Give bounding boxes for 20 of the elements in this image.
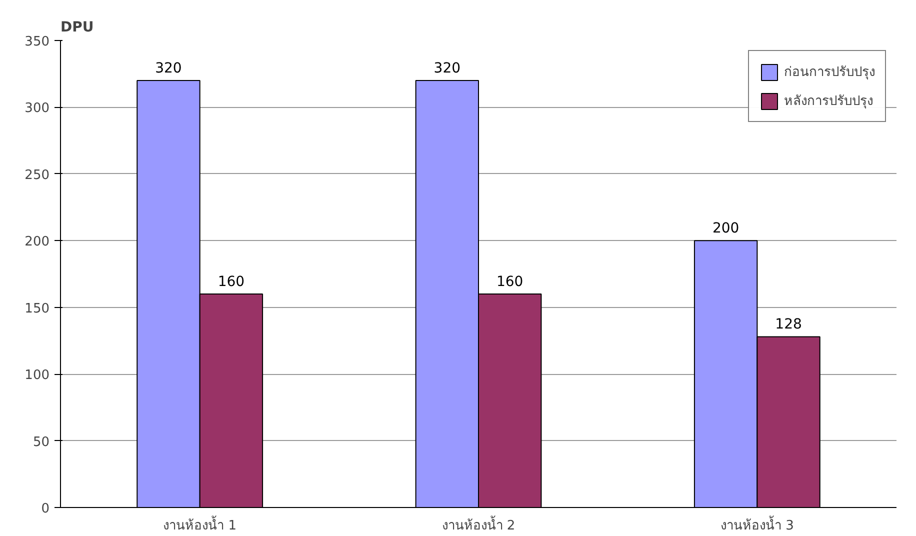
data-label: 320 [434, 60, 461, 77]
data-label: 160 [496, 274, 524, 290]
x-tick-label: งานห้องน้ำ 2 [442, 516, 516, 534]
data-label: 200 [712, 220, 740, 237]
y-tick-label: 350 [24, 34, 50, 50]
y-tick-label: 250 [24, 168, 50, 183]
x-tick-label: งานห้องน้ำ 1 [163, 516, 237, 534]
y-tick-label: 100 [24, 368, 50, 384]
y-tick-label: 50 [32, 434, 50, 450]
x-tick-label: งานห้องน้ำ 3 [720, 516, 794, 534]
data-label: 320 [155, 60, 182, 77]
legend-label: หลังการปรับปรุง [784, 93, 873, 111]
y-axis-title: DPU [60, 20, 94, 36]
y-tick-label: 300 [24, 101, 50, 116]
y-tick-label: 0 [41, 502, 50, 516]
data-label: 160 [218, 274, 245, 290]
y-tick-label: 150 [24, 301, 50, 316]
legend-label: ก่อนการปรับปรุง [784, 64, 875, 82]
y-tick-label: 200 [24, 234, 50, 250]
data-label: 128 [775, 316, 802, 333]
